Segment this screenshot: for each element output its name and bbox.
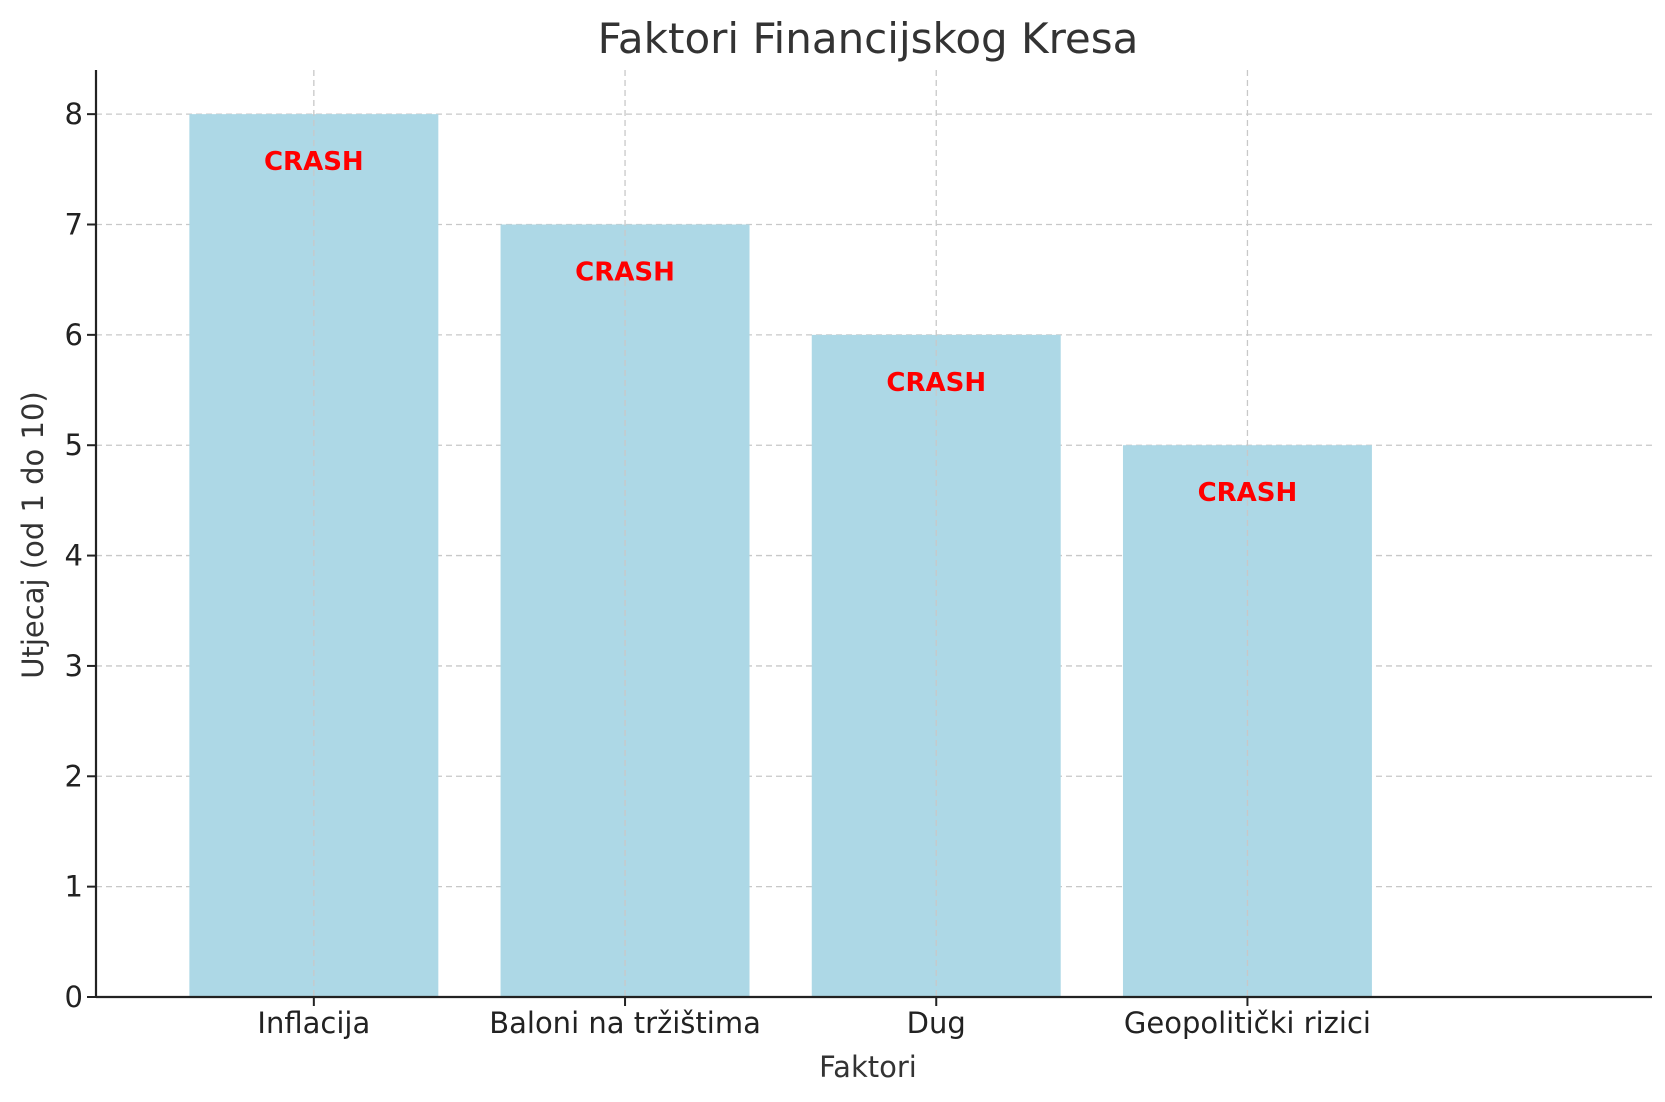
chart-title: Faktori Financijskog Kresa: [598, 14, 1139, 63]
y-tick-label: 8: [65, 97, 83, 131]
y-tick-label: 0: [65, 980, 83, 1014]
y-tick-label: 7: [65, 208, 83, 242]
bar-value-label: CRASH: [264, 147, 364, 177]
y-tick-label: 4: [65, 539, 83, 573]
y-tick-label: 1: [65, 870, 83, 904]
bar-value-label: CRASH: [575, 258, 675, 288]
y-tick-label: 6: [65, 318, 83, 352]
x-tick-label: Baloni na tržištima: [489, 1006, 761, 1040]
y-tick-label: 2: [65, 759, 83, 793]
x-tick-label: Dug: [907, 1006, 966, 1040]
x-ticks: Inflacija Baloni na tržištima Dug Geopoliti…: [257, 997, 1371, 1040]
x-tick-label: Inflacija: [257, 1006, 370, 1040]
bar-labels: CRASH CRASH CRASH CRASH: [264, 147, 1297, 508]
bar-value-label: CRASH: [1198, 478, 1298, 508]
y-tick-label: 3: [65, 649, 83, 683]
x-axis-label: Faktori: [819, 1050, 917, 1084]
y-tick-label: 5: [65, 428, 83, 462]
vertical-grid: [313, 70, 1249, 997]
y-axis-label: Utjecaj (od 1 do 10): [16, 391, 50, 678]
y-ticks: 0 1 2 3 4 5 6 7 8: [65, 97, 96, 1014]
bar-value-label: CRASH: [886, 368, 986, 398]
x-tick-label: Geopolitički rizici: [1124, 1006, 1371, 1040]
